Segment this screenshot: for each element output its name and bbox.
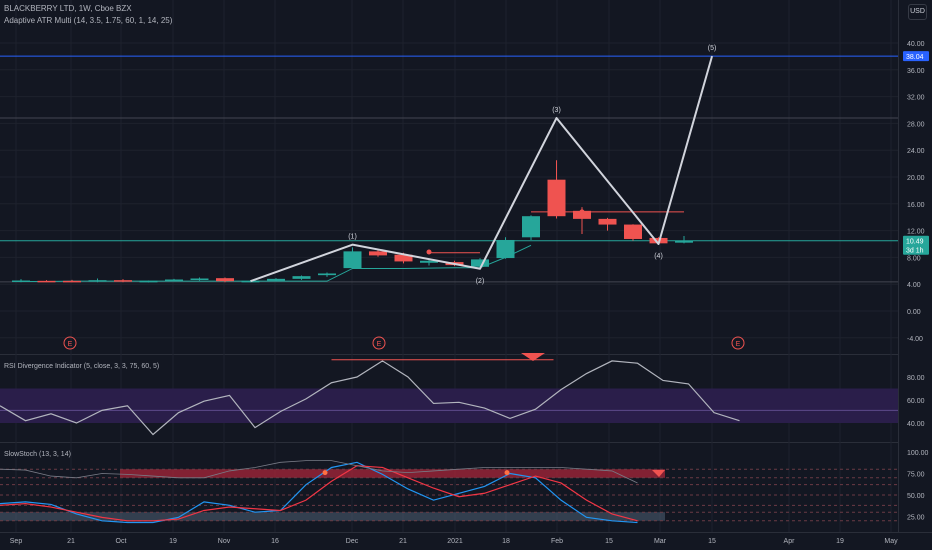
- candle-body: [190, 278, 209, 281]
- rsi-band: [0, 388, 898, 423]
- y-tick-label: 4.00: [907, 282, 921, 289]
- stoch-title: SlowStoch (13, 3, 14): [4, 451, 71, 458]
- stoch-series-line: [0, 465, 638, 522]
- stoch-signal-marker: [652, 470, 665, 477]
- y-tick-label: 8.00: [907, 255, 921, 262]
- candle-body: [37, 280, 56, 283]
- x-tick-label: 15: [708, 538, 716, 545]
- x-tick-label: 21: [67, 538, 75, 545]
- x-tick-label: 15: [605, 538, 613, 545]
- x-tick-label: 19: [836, 538, 844, 545]
- candle-body: [12, 280, 30, 283]
- x-tick-label: Apr: [784, 538, 796, 545]
- price-level-tag: [903, 235, 929, 255]
- candle-body: [394, 254, 413, 262]
- stoch-cross-dot: [504, 470, 510, 476]
- price-level-tag: [903, 51, 929, 62]
- y-tick-label: 16.00: [907, 202, 925, 209]
- y-tick-label: 28.00: [907, 121, 925, 128]
- y-tick-label: 12.00: [907, 229, 925, 236]
- candle-body: [88, 280, 107, 282]
- candle-body: [63, 280, 81, 283]
- candle-body: [216, 278, 234, 282]
- candle-body: [318, 273, 336, 276]
- wave-label: (2): [476, 278, 485, 285]
- x-tick-label: Mar: [654, 538, 667, 545]
- candle-body: [522, 216, 540, 238]
- candle-body: [343, 251, 362, 269]
- stoch-y-tick: 50.00: [907, 493, 925, 500]
- candle-body: [598, 218, 617, 225]
- earnings-marker: [372, 336, 386, 350]
- stoch-y-tick: 25.00: [907, 515, 925, 522]
- candle-body: [369, 251, 387, 256]
- candle-body: [114, 280, 132, 282]
- rsi-y-tick: 80.00: [907, 375, 925, 382]
- currency-button[interactable]: USD: [908, 4, 927, 20]
- symbol-title: BLACKBERRY LTD, 1W, Cboe BZX: [4, 4, 132, 13]
- stoch-y-tick: 100.00: [907, 450, 929, 457]
- rsi-line: [0, 360, 740, 436]
- wave-label: (1): [348, 234, 357, 241]
- x-tick-label: 2021: [447, 538, 463, 545]
- candle-body: [241, 280, 260, 283]
- y-tick-label: 40.00: [907, 41, 925, 48]
- wave-label: (4): [654, 253, 663, 260]
- candle-body: [675, 240, 693, 243]
- stoch-cross-dot: [322, 470, 328, 476]
- x-tick-label: Sep: [10, 538, 23, 545]
- y-tick-label: 0.00: [907, 309, 921, 316]
- candle-body: [267, 278, 285, 281]
- wave-label: (3): [552, 107, 561, 114]
- x-tick-label: 18: [502, 538, 510, 545]
- atr-signal-dot: [426, 249, 432, 255]
- x-tick-label: Dec: [346, 538, 359, 545]
- price-level-value: 10.49: [906, 239, 924, 246]
- rsi-y-tick: 60.00: [907, 398, 925, 405]
- indicator-title: Adaptive ATR Multi (14, 3.5, 1.75, 60, 1…: [4, 16, 173, 25]
- y-tick-label: 32.00: [907, 95, 925, 102]
- candle-body: [292, 276, 311, 279]
- rsi-title: RSI Divergence Indicator (5, close, 3, 3…: [4, 363, 159, 370]
- stoch-series-line: [0, 460, 638, 484]
- stoch-oversold-zone: [0, 512, 665, 521]
- x-tick-label: Oct: [116, 538, 127, 545]
- x-tick-label: 21: [399, 538, 407, 545]
- elliott-wave-line: [250, 55, 714, 283]
- earnings-marker: [731, 336, 745, 350]
- x-tick-label: Nov: [218, 538, 231, 545]
- earnings-marker-label: E: [736, 341, 741, 348]
- price-level-value: 38.04: [906, 54, 924, 61]
- candle-body: [471, 259, 489, 267]
- y-tick-label: 24.00: [907, 148, 925, 155]
- candle-body: [547, 179, 566, 217]
- price-level-countdown: 3d 1h: [906, 248, 924, 255]
- stoch-overbought-zone: [120, 469, 665, 478]
- x-tick-label: May: [884, 538, 898, 545]
- rsi-y-tick: 40.00: [907, 421, 925, 428]
- stoch-y-tick: 75.00: [907, 472, 925, 479]
- candle-body: [624, 224, 642, 239]
- earnings-marker-label: E: [68, 341, 73, 348]
- x-tick-label: 16: [271, 538, 279, 545]
- y-tick-label: 20.00: [907, 175, 925, 182]
- x-tick-label: Feb: [551, 538, 563, 545]
- y-tick-label: 36.00: [907, 68, 925, 75]
- wave-label: (5): [708, 45, 717, 52]
- earnings-marker-label: E: [377, 341, 382, 348]
- candle-body: [496, 239, 515, 259]
- x-tick-label: 19: [169, 538, 177, 545]
- candle-body: [573, 210, 591, 219]
- candle-body: [165, 279, 183, 282]
- candle-body: [139, 280, 158, 283]
- y-tick-label: -4.00: [907, 336, 923, 343]
- rsi-bear-marker: [521, 353, 545, 361]
- earnings-marker: [63, 336, 77, 350]
- candle-body: [420, 260, 438, 263]
